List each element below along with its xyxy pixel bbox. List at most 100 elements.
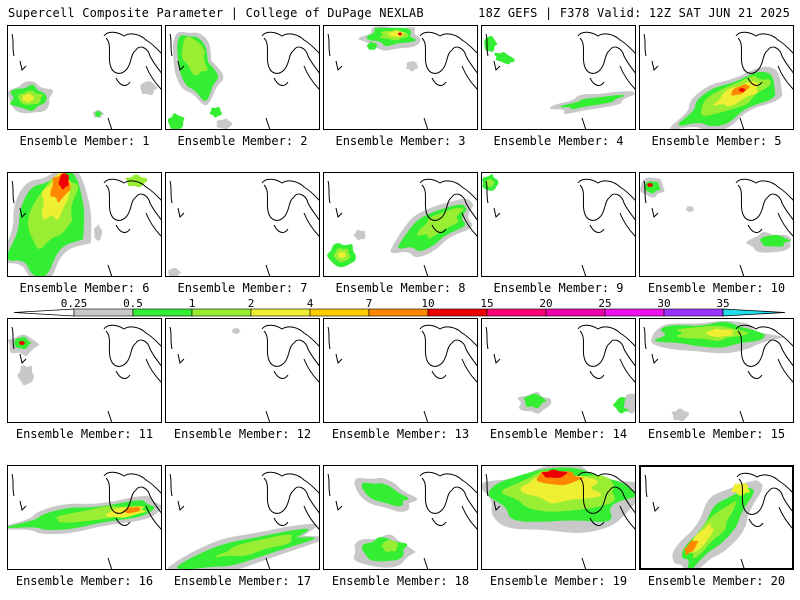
map-outline [579, 37, 611, 74]
ensemble-panel [323, 465, 478, 570]
colorbar-tick-label: 35 [716, 297, 729, 310]
map-outline [419, 31, 477, 54]
map-outline [737, 184, 769, 221]
scp-contour [405, 60, 419, 72]
ensemble-panel [7, 25, 162, 130]
map-outline [273, 77, 289, 86]
map-outline [431, 370, 447, 379]
map-outline [327, 33, 331, 57]
map-outline [767, 339, 793, 367]
ensemble-member-label: Ensemble Member: 5 [651, 134, 782, 148]
map-outline [739, 410, 745, 422]
map-outline [581, 410, 587, 422]
map-outline [589, 517, 605, 526]
map-outline [423, 117, 429, 129]
map-outline [485, 33, 489, 57]
map-outline [105, 37, 137, 74]
scp-field-map [640, 177, 793, 276]
map-outline [169, 326, 173, 350]
map-outline [293, 193, 319, 221]
colorbar-tick-label: 2 [248, 297, 255, 310]
scp-contour [366, 41, 378, 50]
map-outline [421, 37, 453, 74]
map-outline [581, 557, 587, 569]
scp-contour [623, 393, 635, 414]
ensemble-member-label: Ensemble Member: 9 [493, 281, 624, 295]
map-outline [263, 184, 295, 221]
map-outline [135, 339, 161, 367]
map-outline [261, 178, 319, 201]
map-outline [421, 477, 453, 514]
scp-contour [685, 206, 694, 213]
scp-field-map [644, 472, 792, 568]
map-outline [609, 193, 635, 221]
colorbar-tick-label: 15 [480, 297, 493, 310]
map-outline [145, 212, 161, 237]
map-outline [619, 212, 635, 237]
map-outline [303, 505, 319, 530]
map-outline [577, 471, 635, 494]
map-outline [423, 557, 429, 569]
scp-contour [398, 32, 403, 36]
map-outline [11, 326, 15, 350]
ensemble-member-label: Ensemble Member: 3 [335, 134, 466, 148]
ensemble-panel [481, 172, 636, 277]
map-outline [589, 370, 605, 379]
scp-field-map [167, 471, 319, 569]
map-outline [609, 339, 635, 367]
ensemble-member-label: Ensemble Member: 17 [173, 574, 312, 588]
map-outline [177, 500, 185, 511]
color-scale-legend: 0.25 0.5 1 2 4 7 10 15 20 25 30 35 [13, 297, 786, 317]
map-outline [263, 330, 295, 367]
ensemble-panel [639, 172, 794, 277]
map-outline [303, 358, 319, 383]
map-outline [736, 472, 792, 493]
colorbar-tick-label: 30 [657, 297, 670, 310]
map-outline [19, 207, 27, 218]
map-outline [747, 224, 763, 233]
scp-contour [541, 469, 568, 478]
ensemble-panel [7, 465, 162, 570]
scp-field-map [643, 320, 793, 422]
colorbar-segment [427, 308, 488, 317]
map-outline [303, 212, 319, 237]
ensemble-panel [165, 172, 320, 277]
map-outline [293, 486, 319, 514]
map-outline [651, 207, 659, 218]
scp-field-map [484, 31, 635, 129]
map-outline [777, 358, 793, 383]
map-outline [103, 324, 161, 347]
map-outline [651, 353, 659, 364]
ensemble-panel [165, 318, 320, 423]
colorbar-tick-label: 20 [539, 297, 552, 310]
scp-contour [214, 534, 292, 558]
map-outline [169, 180, 173, 204]
map-outline [619, 65, 635, 90]
map-outline [103, 31, 161, 54]
map-outline [461, 212, 477, 237]
ensemble-member-label: Ensemble Member: 12 [173, 427, 312, 441]
scp-contour [494, 51, 515, 65]
colorbar-wedge-low [13, 308, 75, 317]
scp-field-map [327, 324, 477, 422]
map-outline [115, 370, 131, 379]
scp-field-map [167, 31, 319, 129]
map-outline [485, 473, 489, 497]
colorbar-segment [663, 308, 724, 317]
colorbar-segment [132, 308, 193, 317]
map-outline [589, 77, 605, 86]
map-outline [263, 37, 295, 74]
map-outline [778, 506, 792, 529]
colorbar-segment [309, 308, 370, 317]
ensemble-member-label: Ensemble Member: 13 [331, 427, 470, 441]
map-outline [748, 518, 764, 527]
scp-contour [361, 482, 409, 507]
map-outline [107, 117, 113, 129]
ensemble-member-label: Ensemble Member: 1 [19, 134, 150, 148]
scp-contour [168, 267, 182, 276]
map-outline [735, 324, 793, 347]
scp-contour [684, 540, 698, 555]
map-outline [261, 31, 319, 54]
map-outline [177, 353, 185, 364]
map-outline [419, 178, 477, 201]
